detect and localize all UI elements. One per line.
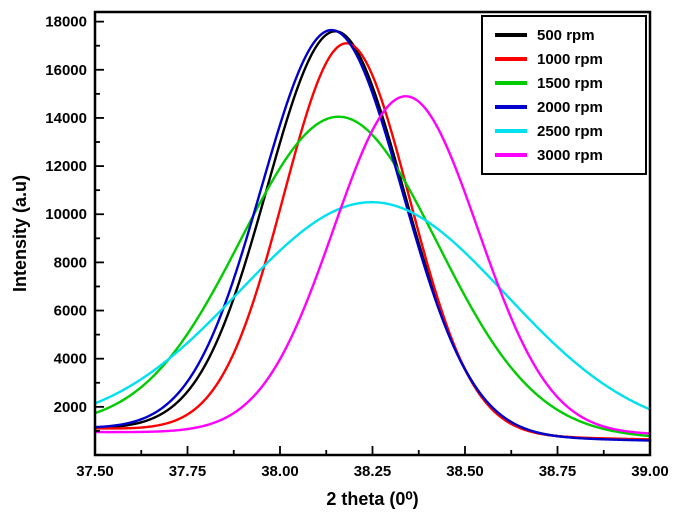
legend-item-2500-rpm: 2500 rpm bbox=[495, 119, 645, 143]
legend-line-swatch bbox=[495, 81, 527, 85]
legend-label: 3000 rpm bbox=[537, 146, 603, 164]
legend-line-swatch bbox=[495, 57, 527, 61]
legend-box: 500 rpm 1000 rpm 1500 rpm 2000 rpm 2500 rpm 3… bbox=[481, 15, 647, 175]
tick-label: 2000 bbox=[54, 399, 87, 416]
legend-item-500-rpm: 500 rpm bbox=[495, 23, 645, 47]
legend-label: 2000 rpm bbox=[537, 98, 603, 116]
legend-label: 1000 rpm bbox=[537, 50, 603, 68]
tick-label: 38.00 bbox=[261, 463, 299, 480]
tick-label: 14000 bbox=[45, 110, 87, 127]
curve-2500-rpm bbox=[93, 200, 652, 411]
tick-label: 18000 bbox=[45, 14, 87, 31]
tick-label: 16000 bbox=[45, 62, 87, 79]
legend-line-swatch bbox=[495, 33, 527, 37]
tick-label: 37.50 bbox=[76, 463, 114, 480]
tick-label: 4000 bbox=[54, 351, 87, 368]
legend-label: 1500 rpm bbox=[537, 74, 603, 92]
tick-label: 12000 bbox=[45, 158, 87, 175]
tick-label: 39.00 bbox=[631, 463, 669, 480]
tick-label: 38.25 bbox=[354, 463, 392, 480]
legend-line-swatch bbox=[495, 153, 527, 157]
y-axis-title: Intensity (a.u) bbox=[10, 175, 30, 292]
curve-3000-rpm bbox=[93, 95, 652, 435]
tick-label: 38.50 bbox=[446, 463, 484, 480]
legend-item-1000-rpm: 1000 rpm bbox=[495, 47, 645, 71]
tick-label: 37.75 bbox=[169, 463, 207, 480]
tick-label: 38.75 bbox=[539, 463, 577, 480]
legend-line-swatch bbox=[495, 105, 527, 109]
tick-label: 10000 bbox=[45, 206, 87, 223]
legend-item-3000-rpm: 3000 rpm bbox=[495, 143, 645, 167]
legend-label: 500 rpm bbox=[537, 26, 595, 44]
curve-2000-rpm bbox=[93, 28, 652, 442]
axis-ticks bbox=[94, 20, 651, 455]
legend-item-1500-rpm: 1500 rpm bbox=[495, 71, 645, 95]
plot-curves bbox=[93, 28, 652, 442]
legend-line-swatch bbox=[495, 129, 527, 133]
tick-label: 6000 bbox=[54, 303, 87, 320]
legend-label: 2500 rpm bbox=[537, 122, 603, 140]
x-axis-title: 2 theta (0⁰) bbox=[326, 489, 418, 509]
legend-item-2000-rpm: 2000 rpm bbox=[495, 95, 645, 119]
curve-1500-rpm bbox=[93, 115, 652, 438]
axis-tick-labels: 37.50 37.75 38.00 38.25 38.50 38.75 39.00 2000 4… bbox=[45, 14, 668, 480]
tick-label: 8000 bbox=[54, 254, 87, 271]
